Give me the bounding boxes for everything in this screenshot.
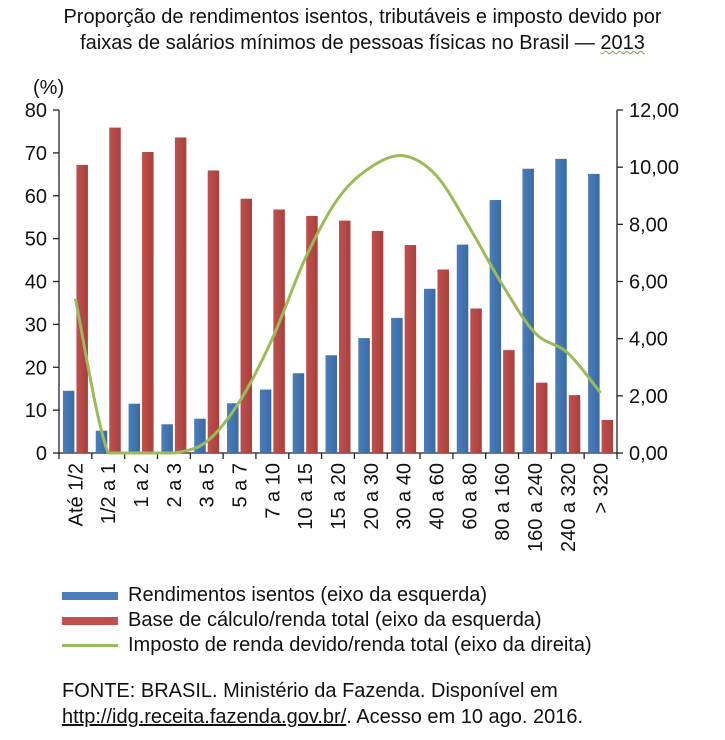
- bar-isentos: [423, 288, 436, 453]
- source-line-1: FONTE: BRASIL. Ministério da Fazenda. Di…: [62, 680, 558, 702]
- chart-title-year: 2013: [600, 32, 645, 54]
- bar-isentos: [456, 244, 469, 453]
- bar-base: [470, 308, 482, 453]
- chart-line: [73, 154, 602, 455]
- bar-base: [273, 209, 285, 453]
- chart-title-line-1: Proporção de rendimentos isentos, tribut…: [63, 6, 662, 28]
- x-tick-label: 1 a 2: [131, 463, 153, 507]
- legend: Rendimentos isentos (eixo da esquerda) B…: [62, 583, 592, 658]
- y-left-tick-label: 50: [25, 229, 47, 251]
- bar-isentos: [259, 389, 272, 453]
- legend-item-isentos: Rendimentos isentos (eixo da esquerda): [62, 583, 592, 608]
- legend-swatch-isentos: [62, 591, 118, 600]
- y-left-tick-label: 30: [25, 314, 47, 336]
- chart-svg: 0 10 20 30 40 50 60 70 80 0,00 2,00 4,00 6,00 8,00 10,…: [25, 77, 679, 552]
- bar-isentos: [161, 424, 173, 453]
- chart-title: Proporção de rendimentos isentos, tribut…: [0, 4, 725, 56]
- bar-base: [568, 395, 581, 453]
- legend-swatch-base: [62, 616, 118, 625]
- bar-isentos: [325, 355, 337, 453]
- x-tick-label: 3 a 5: [197, 463, 219, 507]
- source-note: FONTE: BRASIL. Ministério da Fazenda. Di…: [62, 678, 583, 730]
- x-tick-label: 10 a 15: [295, 463, 317, 530]
- y-left-tick-label: 10: [25, 400, 47, 422]
- bar-base: [601, 419, 614, 453]
- x-tick-label: Até 1/2: [65, 463, 87, 526]
- legend-swatch-imposto: [62, 644, 118, 647]
- chart-bars: [62, 127, 614, 454]
- x-tick-label: 15 a 20: [328, 463, 350, 530]
- y-right-tick-label: 4,00: [629, 329, 668, 351]
- x-tick-label: 1/2 a 1: [98, 463, 120, 524]
- y-left-tick-label: 0: [36, 443, 47, 465]
- bar-isentos: [227, 403, 239, 453]
- bar-isentos: [489, 200, 502, 453]
- legend-item-base: Base de cálculo/renda total (eixo da esq…: [62, 608, 592, 633]
- x-tick-label: 160 a 240: [525, 463, 547, 552]
- bar-base: [371, 230, 384, 453]
- x-tick-label: 2 a 3: [164, 463, 186, 507]
- y-right-tick-label: 2,00: [629, 386, 668, 408]
- x-tick-label: 20 a 30: [361, 463, 383, 530]
- x-tick-label: 5 a 7: [230, 463, 252, 507]
- series-line-imposto: [73, 154, 602, 455]
- chart-title-line-2: faixas de salários mínimos de pessoas fí…: [0, 30, 725, 56]
- legend-item-imposto: Imposto de renda devido/renda total (eix…: [62, 633, 592, 658]
- bar-base: [109, 127, 121, 454]
- bar-base: [339, 220, 351, 453]
- y-right-tick-label: 8,00: [629, 214, 668, 236]
- source-line-2: http://idg.receita.fazenda.gov.br/. Aces…: [62, 704, 583, 730]
- source-link[interactable]: http://idg.receita.fazenda.gov.br/: [62, 706, 347, 728]
- bar-base: [207, 170, 220, 454]
- chart-title-line-2-text: faixas de salários mínimos de pessoas fí…: [80, 32, 595, 54]
- x-tick-label: > 320: [591, 463, 613, 514]
- bar-base: [503, 350, 515, 453]
- x-tick-label: 60 a 80: [459, 463, 481, 530]
- bar-isentos: [391, 317, 403, 453]
- bar-isentos: [292, 373, 305, 453]
- bar-isentos: [194, 418, 206, 453]
- bar-base: [404, 245, 417, 453]
- bar-isentos: [62, 390, 75, 453]
- bar-isentos: [588, 173, 600, 453]
- bar-isentos: [555, 158, 567, 453]
- bar-base: [240, 198, 253, 453]
- y-left-tick-label: 40: [25, 272, 47, 294]
- y-right-tick-label: 12,00: [629, 100, 679, 122]
- x-tick-label: 240 a 320: [558, 463, 580, 552]
- y-right-tick-label: 10,00: [629, 157, 679, 179]
- y-left-tick-label: 80: [25, 100, 47, 122]
- y-right-tick-label: 6,00: [629, 272, 668, 294]
- legend-label-imposto: Imposto de renda devido/renda total (eix…: [128, 634, 592, 656]
- y-left-tick-label: 60: [25, 186, 47, 208]
- x-tick-label: 7 a 10: [262, 463, 284, 519]
- legend-label-base: Base de cálculo/renda total (eixo da esq…: [128, 609, 542, 631]
- source-suffix: . Acesso em 10 ago. 2016.: [346, 706, 584, 728]
- bar-base: [174, 137, 187, 453]
- y-left-tick-label: 70: [25, 143, 47, 165]
- bar-isentos: [128, 403, 141, 453]
- bar-base: [142, 152, 154, 453]
- bar-base: [535, 382, 548, 453]
- y-right-tick-label: 0,00: [629, 443, 668, 465]
- chart-labels: 0 10 20 30 40 50 60 70 80 0,00 2,00 4,00 6,00 8,00 10,…: [25, 77, 679, 552]
- legend-label-isentos: Rendimentos isentos (eixo da esquerda): [128, 584, 488, 606]
- bar-isentos: [522, 168, 534, 453]
- x-tick-label: 40 a 60: [426, 463, 448, 530]
- y-unit-label: (%): [33, 77, 64, 99]
- bar-isentos: [358, 338, 370, 453]
- x-tick-label: 80 a 160: [492, 463, 514, 541]
- bar-base: [437, 269, 449, 453]
- bar-base: [306, 215, 318, 453]
- bar-isentos: [95, 430, 108, 453]
- x-tick-label: 30 a 40: [394, 463, 416, 530]
- bar-base: [76, 164, 88, 453]
- y-left-tick-label: 20: [25, 357, 47, 379]
